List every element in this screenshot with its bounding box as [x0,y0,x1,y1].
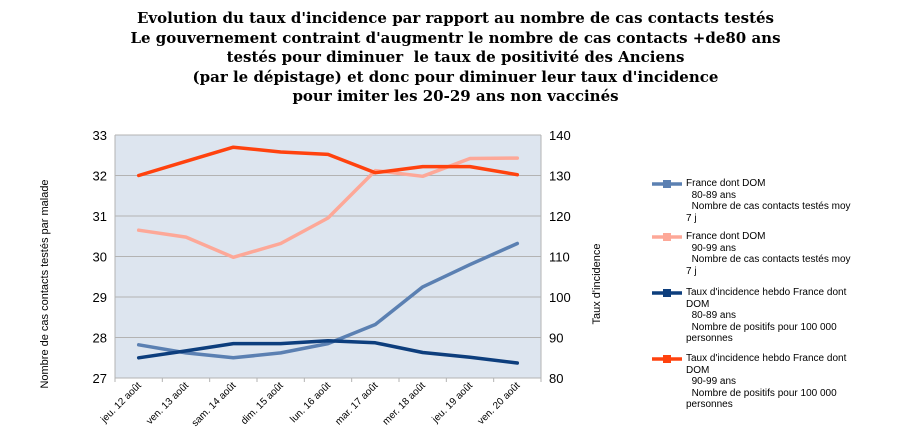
y-right-tick-label: 130 [549,169,571,184]
title-line: (par le dépistage) et donc pour diminuer… [192,67,719,86]
axes [114,135,542,382]
legend-swatch [652,355,682,363]
legend-marker [663,355,671,363]
legend-marker [663,233,671,241]
x-tick-label: lun. 16 août [288,380,333,425]
legend-label: Taux d'incidence hebdo France dont DOM 8… [686,287,847,344]
series-lines [136,145,520,365]
title-line: pour imiter les 20-29 ans non vaccinés [292,87,619,105]
title-line: testés pour diminuer le taux de positivi… [226,48,685,66]
x-tick-label: dim. 15 août [239,380,286,427]
series-line [136,241,520,360]
legend-label: France dont DOM 90-99 ans Nombre de cas … [686,231,851,277]
y-left-tick-label: 33 [93,128,107,143]
title-line: Evolution du taux d'incidence par rappor… [136,9,774,27]
y-axis-right-label: Taux d'incidence [591,244,603,325]
y-right-tick-label: 110 [549,250,570,265]
y-right-tick-label: 100 [549,290,571,305]
series-line [136,145,520,178]
legend-item: Taux d'incidence hebdo France dont DOM 9… [650,353,846,410]
series-line [136,156,520,260]
y-left-tick-label: 32 [93,169,107,184]
x-tick-label: mar. 17 août [333,380,380,427]
x-tick-label: jeu. 12 août [98,380,144,426]
legend-swatch [652,180,682,188]
legend-marker [663,180,671,188]
series-line [136,338,520,365]
y-left-tick-label: 27 [93,371,107,386]
legend-label: Taux d'incidence hebdo France dont DOM 9… [686,353,847,410]
x-tick-label: mer. 18 août [381,380,428,427]
y-right-tick-label: 140 [549,128,571,143]
x-tick-label: ven. 20 août [476,380,523,427]
legend-marker [663,289,671,297]
legend-item: France dont DOM 90-99 ans Nombre de cas … [650,231,851,277]
legend-label: France dont DOM 80-89 ans Nombre de cas … [686,178,851,224]
y-right-tick-label: 120 [549,209,571,224]
y-left-tick-label: 29 [93,290,107,305]
chart-title: Evolution du taux d'incidence par rappor… [0,9,911,107]
title-line: Le gouvernement contraint d'augmentr le … [130,28,781,47]
x-tick-label: jeu. 19 août [430,380,476,426]
y-left-tick-label: 30 [93,250,107,265]
y-right-tick-label: 90 [549,331,563,346]
y-left-tick-label: 31 [93,209,107,224]
x-tick-label: ven. 13 août [144,380,191,427]
legend-item: France dont DOM 80-89 ans Nombre de cas … [650,178,851,224]
y-axis-left-label: Nombre de cas contacts testés par malade [39,179,51,388]
legend-swatch [652,233,682,241]
y-right-tick-label: 80 [549,371,563,386]
legend-item: Taux d'incidence hebdo France dont DOM 8… [650,287,846,344]
x-tick-label: sam. 14 août [190,380,239,429]
y-left-tick-label: 28 [93,331,107,346]
legend-swatch [652,289,682,297]
